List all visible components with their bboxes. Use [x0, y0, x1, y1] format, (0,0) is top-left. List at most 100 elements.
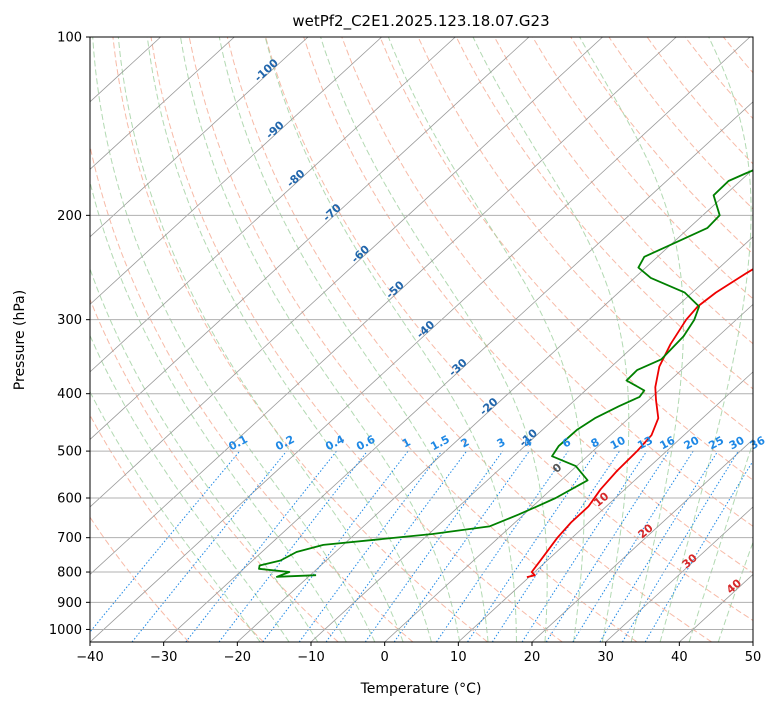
- isotherm: [458, 371, 753, 642]
- x-tick-label: 50: [745, 650, 762, 665]
- chart-title: wetPf2_C2E1.2025.123.18.07.G23: [292, 12, 549, 31]
- isotherm-label: -100: [252, 56, 281, 84]
- mixing-ratio-label: 25: [706, 434, 726, 453]
- x-tick-label: 10: [450, 650, 467, 665]
- dewpoint-profile: [258, 169, 753, 578]
- isotherm: [679, 573, 753, 642]
- moist-adiabat: [90, 267, 319, 642]
- mixing-ratio-line: [262, 450, 409, 642]
- y-tick-label: 700: [57, 531, 82, 546]
- moist-adiabat-label: 10: [591, 489, 611, 509]
- mixing-ratio-label: 3: [495, 435, 508, 450]
- mixing-ratio-label: 13: [635, 434, 655, 453]
- y-tick-label: 200: [57, 209, 82, 224]
- mixing-ratio-line: [131, 450, 287, 642]
- dry-adiabat: [303, 37, 753, 574]
- y-axis-label: Pressure (hPa): [12, 290, 28, 390]
- x-axis-ticks: −40 −30 −20 −10 0 10 20 30 40 50: [76, 642, 761, 665]
- x-tick-label: 20: [524, 650, 541, 665]
- isotherm: [752, 641, 753, 642]
- mixing-ratio-label: 2: [459, 435, 472, 450]
- temperature-profile: [526, 268, 753, 578]
- moist-adiabat: [659, 37, 752, 642]
- mixing-ratio-line: [364, 450, 504, 642]
- dry-adiabat: [341, 37, 753, 527]
- moist-adiabat: [579, 37, 684, 642]
- dry-adiabat: [226, 37, 712, 642]
- mixing-ratio-label: 10: [608, 434, 628, 453]
- x-tick-label: −40: [76, 650, 103, 665]
- isotherm: [237, 168, 753, 642]
- mixing-ratio-label: 20: [682, 434, 702, 453]
- profile-lines: [258, 169, 753, 578]
- moist-adiabat: [117, 37, 404, 642]
- y-tick-label: 300: [57, 313, 82, 328]
- moist-adiabat: [717, 540, 753, 642]
- isotherm: [90, 37, 751, 642]
- x-tick-label: 0: [381, 650, 389, 665]
- moist-adiabat: [387, 37, 585, 642]
- mixing-ratio-label: 6: [560, 435, 573, 450]
- x-tick-label: 30: [597, 650, 614, 665]
- mixing-ratio-label: 0.4: [323, 433, 347, 454]
- moist-adiabat: [90, 334, 290, 642]
- background-lines: [90, 37, 775, 642]
- isotherm-label: -40: [414, 318, 438, 341]
- mixing-ratio-label: 30: [727, 434, 747, 453]
- dry-adiabat: [417, 37, 753, 435]
- y-tick-label: 400: [57, 387, 82, 402]
- dry-adiabat: [90, 516, 190, 642]
- mixing-ratio-label: 1: [400, 435, 413, 450]
- moist-adiabat: [472, 37, 630, 642]
- mixing-ratio-line: [185, 450, 337, 642]
- x-tick-label: −10: [297, 650, 324, 665]
- y-tick-label: 1000: [49, 623, 82, 638]
- isotherm: [531, 438, 753, 642]
- isotherm-label: -30: [446, 356, 470, 379]
- mixing-ratio-line: [491, 450, 620, 642]
- moist-adiabat-label: 40: [724, 576, 744, 596]
- isotherm: [605, 506, 753, 642]
- mixing-ratio-line: [393, 450, 530, 642]
- dry-adiabat: [493, 37, 753, 345]
- mixing-ratio-line: [599, 450, 719, 642]
- isotherm-label: -60: [349, 242, 373, 265]
- plot-frame: [89, 36, 754, 643]
- mixing-ratio-label: 16: [658, 434, 678, 453]
- y-tick-label: 600: [57, 492, 82, 507]
- dry-adiabat: [762, 37, 775, 642]
- moist-adiabat: [180, 37, 461, 642]
- isotherm: [384, 303, 753, 642]
- isotherm: [90, 37, 603, 508]
- isotherm: [90, 37, 530, 440]
- dry-adiabat: [723, 37, 753, 74]
- mixing-ratio-label: 0.6: [354, 433, 378, 454]
- mixing-ratio-line: [325, 450, 468, 642]
- isotherm: [310, 236, 753, 642]
- isotherm: [90, 37, 456, 373]
- x-axis-label: Temperature (°C): [360, 681, 482, 697]
- mixing-ratio-line: [218, 450, 368, 642]
- mixing-ratio-line: [90, 450, 241, 633]
- moist-adiabat: [320, 37, 548, 642]
- moist-adiabat: [92, 37, 376, 642]
- moist-adiabat: [688, 440, 753, 642]
- x-tick-label: −20: [224, 650, 251, 665]
- moist-adiabat: [264, 37, 517, 642]
- moist-adiabat: [90, 390, 261, 642]
- y-tick-label: 500: [57, 445, 82, 460]
- dry-adiabat: [90, 414, 264, 642]
- y-tick-label: 800: [57, 566, 82, 581]
- y-axis-ticks: 100 200 300 400 500 600 700 800 900 1000: [49, 31, 90, 638]
- isotherm: [90, 37, 382, 305]
- mixing-ratio-line: [621, 450, 739, 642]
- mixing-ratio-line: [644, 460, 753, 642]
- y-tick-label: 100: [57, 31, 82, 46]
- isotherm-label: -90: [263, 118, 287, 141]
- dry-adiabat: [112, 37, 488, 642]
- isotherm-label: -50: [383, 278, 407, 301]
- isotherm-label: -70: [320, 201, 344, 224]
- mixing-ratio-line: [521, 450, 648, 642]
- x-tick-label: 40: [671, 650, 688, 665]
